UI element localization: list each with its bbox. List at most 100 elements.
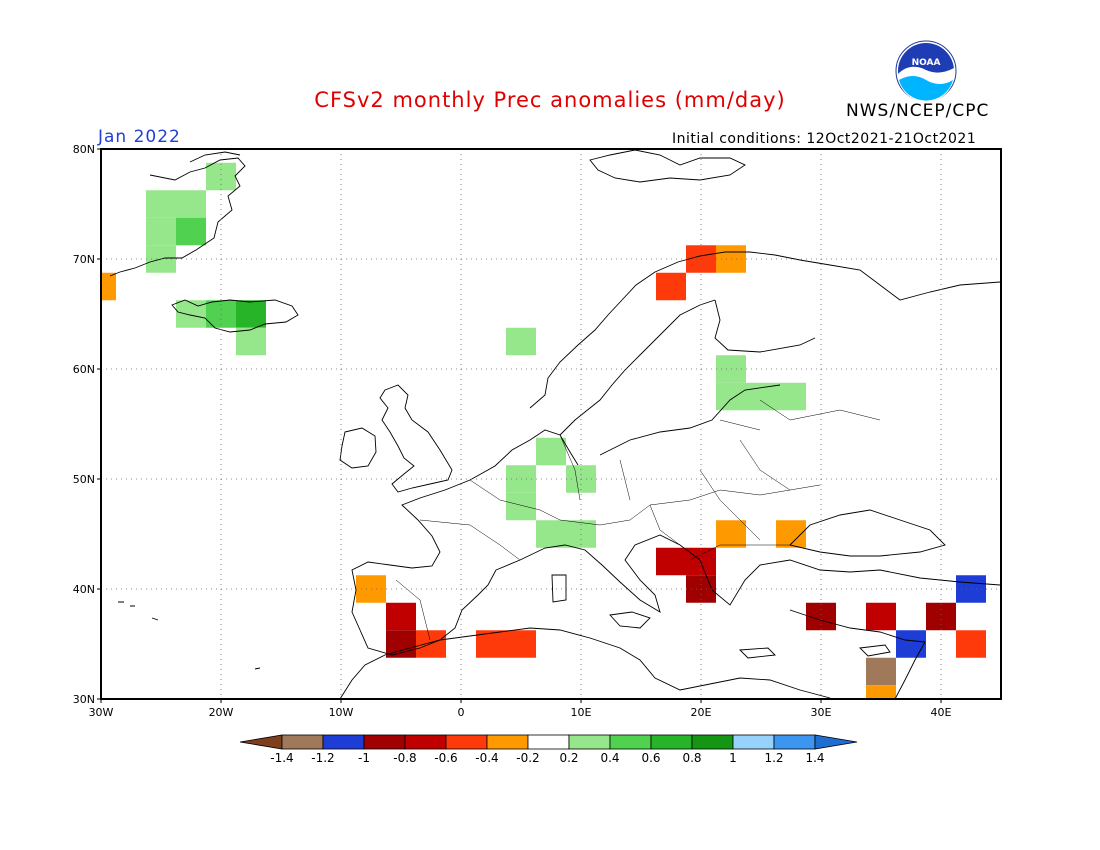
levant-coast bbox=[894, 641, 926, 700]
lat-tick-label: 60N bbox=[73, 363, 95, 376]
colorbar-label: -0.6 bbox=[434, 751, 457, 765]
north-sea-coast bbox=[469, 429, 579, 481]
lon-tick-label: 10E bbox=[571, 706, 592, 719]
lat-tick-label: 40N bbox=[73, 583, 95, 596]
anomaly-cell bbox=[536, 437, 566, 466]
colorbar-box bbox=[527, 734, 570, 750]
lon-tick-label: 0 bbox=[458, 706, 465, 719]
anomaly-cell bbox=[926, 602, 956, 631]
coastlines bbox=[109, 149, 1001, 700]
colorbar-label: 0.4 bbox=[600, 751, 619, 765]
anomaly-cell bbox=[236, 327, 266, 356]
anomaly-cell bbox=[176, 300, 206, 328]
colorbar-box bbox=[281, 734, 324, 750]
colorbar-label: 1.4 bbox=[805, 751, 824, 765]
colorbar-box bbox=[363, 734, 406, 750]
lon-tick-label: 20E bbox=[691, 706, 712, 719]
anomaly-cell bbox=[746, 382, 776, 411]
country-borders bbox=[395, 399, 881, 641]
anomaly-cell bbox=[506, 327, 536, 356]
anomaly-cell bbox=[506, 630, 536, 658]
colorbar-label: -0.8 bbox=[393, 751, 416, 765]
colorbar-label: 0.6 bbox=[641, 751, 660, 765]
lat-tick-label: 30N bbox=[73, 693, 95, 706]
greenland-coast bbox=[109, 157, 246, 277]
colorbar-label: 1 bbox=[729, 751, 737, 765]
cyprus-coast bbox=[859, 644, 891, 657]
agency-label: NWS/NCEP/CPC bbox=[846, 101, 990, 121]
anomaly-cell bbox=[146, 217, 176, 246]
initial-conditions-label: Initial conditions: 12Oct2021-21Oct2021 bbox=[672, 131, 977, 147]
noaa-logo-icon: NOAA bbox=[895, 40, 957, 102]
anomaly-cells bbox=[101, 162, 986, 699]
lon-tick-label: 30E bbox=[811, 706, 832, 719]
lon-tick-label: 10W bbox=[329, 706, 354, 719]
anomaly-cell bbox=[146, 190, 176, 218]
noaa-logo-text: NOAA bbox=[912, 58, 941, 68]
great-britain-coast bbox=[379, 384, 453, 493]
france-atlantic-coast bbox=[401, 479, 471, 569]
mediterranean-north-coast bbox=[495, 534, 1001, 613]
colorbar-box bbox=[732, 734, 775, 750]
colorbar-label: -1.2 bbox=[311, 751, 334, 765]
baltic-east-coast bbox=[714, 299, 816, 353]
anomaly-cell bbox=[656, 547, 686, 576]
anomaly-cell bbox=[506, 492, 536, 521]
anatolia-south-coast bbox=[789, 609, 926, 643]
map-title: CFSv2 monthly Prec anomalies (mm/day) bbox=[314, 88, 786, 112]
anomaly-cell bbox=[176, 190, 206, 218]
ireland-coast bbox=[339, 427, 377, 469]
colorbar-box bbox=[609, 734, 652, 750]
anomaly-cell bbox=[716, 520, 746, 548]
anomaly-cell bbox=[776, 382, 806, 411]
anomaly-cell bbox=[536, 520, 566, 548]
anomaly-cell bbox=[236, 300, 266, 328]
svalbard-coast bbox=[589, 149, 746, 183]
colorbar-box bbox=[486, 734, 529, 750]
anomaly-cell bbox=[896, 630, 926, 658]
anomaly-cell bbox=[206, 162, 236, 191]
colorbar-box bbox=[691, 734, 734, 750]
anomaly-cell bbox=[806, 602, 836, 631]
map-frame bbox=[100, 148, 1002, 700]
sicily-coast bbox=[609, 611, 651, 629]
lon-tick-label: 20W bbox=[209, 706, 234, 719]
colorbar-left-arrow bbox=[239, 734, 283, 750]
sweden-coast bbox=[559, 299, 716, 436]
iberia-coast bbox=[351, 561, 497, 656]
colorbar-box bbox=[445, 734, 488, 750]
north-africa-coast bbox=[339, 627, 831, 700]
anomaly-cell bbox=[176, 217, 206, 246]
colorbar-box bbox=[404, 734, 447, 750]
anomaly-cell bbox=[956, 630, 986, 658]
graticule bbox=[101, 149, 1001, 699]
iceland-coast bbox=[171, 299, 299, 333]
anomaly-cell bbox=[866, 685, 896, 699]
crete-coast bbox=[738, 647, 776, 659]
valid-month-label: Jan 2022 bbox=[98, 127, 181, 147]
colorbar-label: -0.4 bbox=[475, 751, 498, 765]
anomaly-cell bbox=[716, 382, 746, 411]
colorbar-label: 1.2 bbox=[764, 751, 783, 765]
colorbar-box bbox=[650, 734, 693, 750]
lon-tick-label: 40E bbox=[931, 706, 952, 719]
anomaly-cell bbox=[386, 602, 416, 631]
lat-tick-label: 80N bbox=[73, 143, 95, 156]
colorbar: -1.4 -1.2 -1 -0.8 -0.6 -0.4 -0.2 0.2 0.4 0.6 0.8 1 1… bbox=[239, 734, 858, 765]
map-background bbox=[101, 149, 1001, 699]
kola-coast bbox=[799, 259, 1001, 301]
colorbar-box bbox=[322, 734, 365, 750]
greenland-north-coast bbox=[189, 151, 241, 163]
colorbar-label: -1.4 bbox=[270, 751, 293, 765]
azores-islands bbox=[118, 601, 261, 670]
colorbar-box bbox=[773, 734, 816, 750]
anomaly-cell bbox=[866, 602, 896, 631]
colorbar-box bbox=[568, 734, 611, 750]
black-sea-coast bbox=[789, 509, 946, 557]
colorbar-label: 0.2 bbox=[559, 751, 578, 765]
anomaly-cell bbox=[866, 657, 896, 686]
axis-ticks: 30W 20W 10W 0 10E 20E 30E 40E 80N 70N 60N 50N 40N 30N bbox=[73, 143, 952, 719]
lat-tick-label: 70N bbox=[73, 253, 95, 266]
lat-tick-label: 50N bbox=[73, 473, 95, 486]
